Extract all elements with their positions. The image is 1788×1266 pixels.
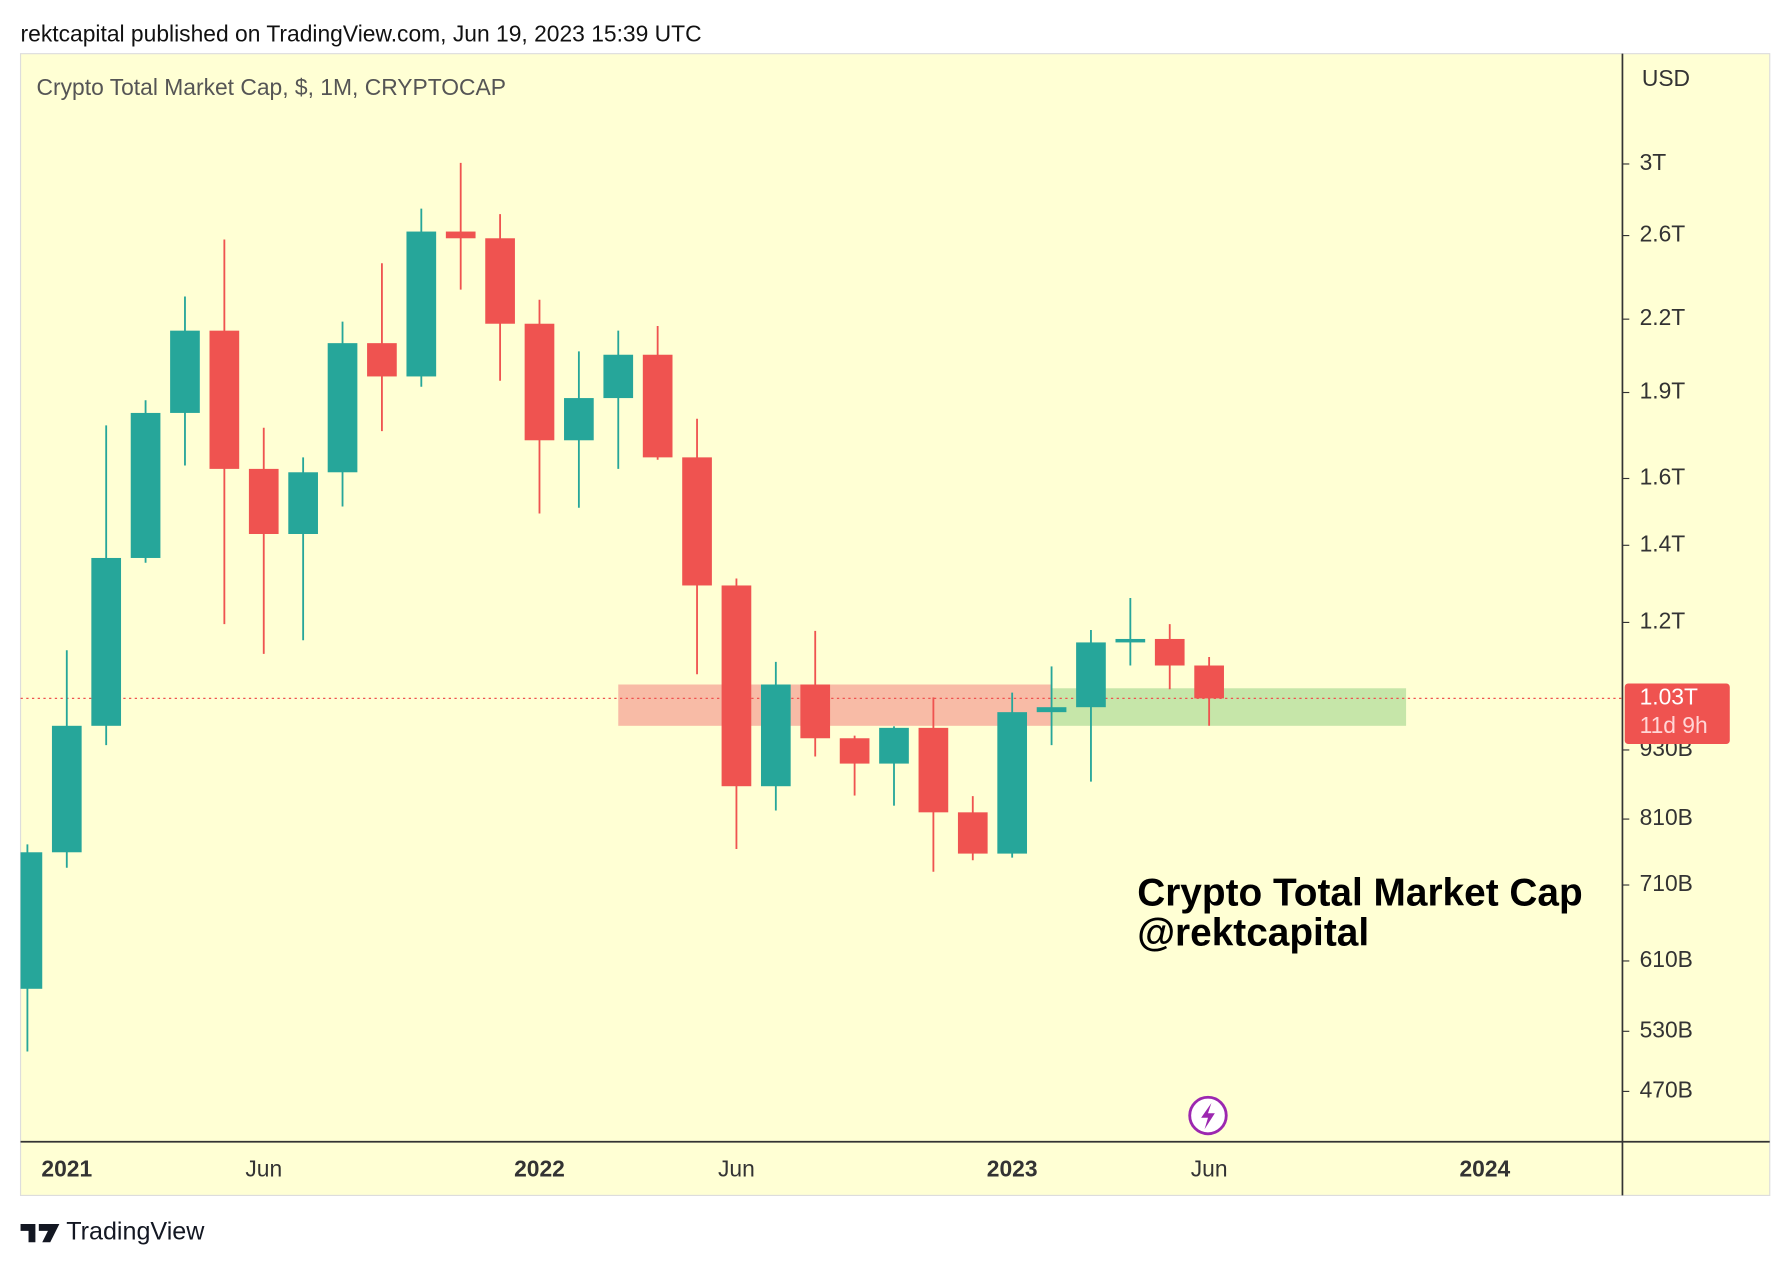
- candle-body: [288, 472, 318, 534]
- candle-body: [1036, 707, 1067, 713]
- y-tick-label: 470B: [1640, 1076, 1693, 1102]
- zone: [618, 684, 1052, 726]
- candle-body: [721, 585, 752, 787]
- candle-body: [1154, 638, 1185, 666]
- candle-body: [445, 231, 476, 239]
- y-tick-label: 2.6T: [1640, 221, 1686, 247]
- candle-body: [485, 238, 515, 324]
- x-tick-label: 2022: [514, 1155, 565, 1181]
- header: rektcapital published on TradingView.com…: [21, 20, 702, 46]
- candle-body: [209, 330, 240, 469]
- candle-body: [1115, 638, 1146, 643]
- y-tick-label: 810B: [1640, 804, 1693, 830]
- x-tick-label: Jun: [1191, 1155, 1228, 1181]
- y-tick-label: 610B: [1640, 946, 1693, 972]
- candle-body: [642, 354, 673, 458]
- candle-body: [248, 468, 279, 534]
- y-tick-label: 1.4T: [1640, 530, 1686, 556]
- candle-body: [1194, 665, 1224, 699]
- candle-body: [51, 725, 82, 853]
- event-icon: [1188, 1095, 1228, 1136]
- x-tick-label: 2023: [987, 1155, 1038, 1181]
- x-tick-label: 2021: [41, 1155, 92, 1181]
- candle-body: [997, 712, 1028, 854]
- candle-body: [327, 343, 358, 473]
- candle-body: [603, 354, 634, 399]
- candle-body: [20, 852, 43, 989]
- candle-body: [524, 323, 555, 441]
- x-tick-label: Jun: [718, 1155, 755, 1181]
- footer-brand: TradingView: [66, 1218, 205, 1246]
- y-tick-label: 1.6T: [1640, 464, 1686, 490]
- chart-title: Crypto Total Market Cap, $, 1M, CRYPTOCA…: [37, 74, 506, 100]
- candle-body: [170, 330, 200, 413]
- y-tick-label: 1.2T: [1640, 607, 1686, 633]
- candle-body: [406, 231, 437, 377]
- logo: [20, 1223, 60, 1243]
- candle-body: [91, 557, 122, 726]
- y-tick-label: 530B: [1640, 1016, 1693, 1042]
- y-tick-label: 2.2T: [1640, 304, 1686, 330]
- annotation: @rektcapital: [1137, 911, 1369, 954]
- candle-body: [839, 738, 870, 764]
- candle-body: [957, 812, 988, 854]
- candle-body: [800, 684, 831, 739]
- candle-body: [682, 457, 712, 586]
- x-tick-label: 2024: [1459, 1155, 1510, 1181]
- y-tick-label: 710B: [1640, 870, 1693, 896]
- candle-body: [879, 727, 909, 764]
- chart-frame: [19, 53, 1771, 1197]
- annotation: Crypto Total Market Cap: [1137, 871, 1583, 914]
- candle-body: [1076, 642, 1106, 708]
- price-label: 1.03T: [1640, 683, 1698, 709]
- zone: [1051, 688, 1407, 726]
- candle-body: [918, 727, 949, 813]
- candle-body: [130, 412, 161, 558]
- candle-body: [367, 343, 397, 377]
- y-axis-label: USD: [1642, 65, 1690, 91]
- y-tick-label: 1.9T: [1640, 378, 1686, 404]
- countdown-label: 11d 9h: [1640, 712, 1708, 738]
- candle-body: [760, 684, 791, 787]
- y-tick-label: 3T: [1640, 149, 1667, 175]
- x-tick-label: Jun: [245, 1155, 282, 1181]
- candle-body: [564, 398, 594, 441]
- price-label-box: [1624, 683, 1730, 745]
- plot-area: [20, 162, 1623, 1052]
